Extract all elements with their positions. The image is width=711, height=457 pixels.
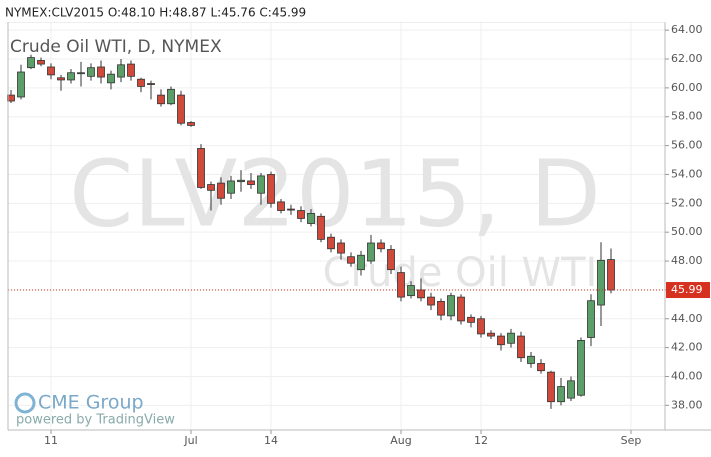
y-tick-label: 62.00 — [671, 52, 703, 65]
candle-body — [247, 180, 255, 185]
y-tick-label: 50.00 — [671, 225, 703, 238]
candle-body — [117, 64, 125, 78]
candle-body — [47, 66, 55, 76]
candle-body — [77, 72, 85, 75]
candles — [7, 54, 665, 409]
candle-body — [327, 236, 335, 250]
candle-body — [367, 242, 375, 262]
x-tick-label: 11 — [44, 434, 58, 447]
candle-body — [27, 57, 35, 69]
y-tick-label: 40.00 — [671, 369, 703, 382]
candle-body — [317, 215, 325, 240]
x-tick-label: 12 — [474, 434, 488, 447]
candle-body — [267, 174, 275, 204]
candle-body — [7, 94, 15, 102]
header-bar — [0, 0, 711, 22]
candle-body — [377, 242, 385, 250]
powered-by: powered by TradingView — [16, 413, 175, 428]
candle-body — [307, 213, 315, 224]
watermark: CLV2015, D — [69, 140, 601, 247]
candle-body — [87, 67, 95, 77]
candle-body — [517, 335, 525, 359]
candle-body — [557, 386, 565, 403]
time-axis — [0, 430, 711, 457]
candle-body — [607, 259, 615, 291]
candle-body — [287, 208, 295, 211]
logo-icon — [14, 392, 36, 414]
candle-body — [97, 66, 105, 78]
candle-body — [357, 254, 365, 271]
x-tick-label: Aug — [390, 434, 411, 447]
logo-text: CME Group — [38, 392, 144, 414]
last-price-label: 45.99 — [671, 283, 703, 296]
candle-body — [217, 182, 225, 199]
candle-body — [427, 296, 435, 306]
price-axis — [665, 0, 711, 457]
candle-body — [397, 272, 405, 298]
candle-body — [207, 184, 215, 191]
candle-body — [337, 242, 345, 254]
candle-body — [587, 300, 595, 338]
candle-body — [447, 295, 455, 317]
candle-body — [437, 301, 445, 316]
candle-body — [407, 285, 415, 297]
candle-body — [547, 371, 555, 403]
grid — [8, 22, 665, 430]
candle-body — [17, 71, 25, 98]
y-tick-label: 48.00 — [671, 254, 703, 267]
candle-body — [147, 83, 155, 85]
candle-body — [417, 289, 425, 299]
candle-body — [167, 88, 175, 105]
candle-body — [237, 179, 245, 183]
candle-body — [577, 339, 585, 396]
axes: 38.0040.0042.0044.0046.0048.0050.0052.00… — [44, 23, 710, 447]
candle-body — [137, 78, 145, 87]
y-tick-label: 56.00 — [671, 139, 703, 152]
header: NYMEX:CLV2015 O:48.10 H:48.87 L:45.76 C:… — [5, 6, 306, 20]
candle-body — [67, 72, 75, 81]
candle-body — [127, 63, 135, 77]
x-tick-label: Sep — [621, 434, 642, 447]
candle-body — [507, 332, 515, 344]
y-tick-label: 58.00 — [671, 110, 703, 123]
candle-body — [227, 180, 235, 194]
candle-body — [567, 380, 575, 399]
y-tick-label: 44.00 — [671, 312, 703, 325]
y-tick-label: 64.00 — [671, 23, 703, 36]
candle-body — [457, 296, 465, 322]
y-tick-label: 54.00 — [671, 167, 703, 180]
candle-body — [487, 332, 495, 337]
y-tick-label: 52.00 — [671, 196, 703, 209]
candle-body — [177, 94, 185, 124]
y-tick-label: 60.00 — [671, 81, 703, 94]
candle-body — [197, 148, 205, 188]
candle-body — [347, 256, 355, 264]
logo: CME Group powered by TradingView — [14, 392, 175, 428]
candle-body — [37, 60, 45, 65]
candle-body — [527, 355, 535, 364]
candle-body — [497, 335, 505, 346]
candle-body — [387, 249, 395, 271]
x-tick-label: 14 — [264, 434, 278, 447]
candle-body — [537, 363, 545, 372]
candle-body — [477, 318, 485, 335]
x-tick-label: Jul — [183, 434, 197, 447]
candle-body — [277, 201, 285, 211]
y-tick-label: 38.00 — [671, 398, 703, 411]
last-price-box — [666, 282, 710, 299]
candle-body — [157, 94, 165, 105]
candle-body — [467, 316, 475, 323]
candle-body — [107, 73, 115, 84]
candle-body — [597, 259, 605, 306]
y-tick-label: 42.00 — [671, 341, 703, 354]
chart-title: Crude Oil WTI, D, NYMEX — [10, 37, 222, 57]
candle-body — [257, 175, 265, 194]
candle-body — [297, 210, 305, 219]
candle-body — [57, 77, 65, 81]
candle-body — [187, 122, 195, 126]
